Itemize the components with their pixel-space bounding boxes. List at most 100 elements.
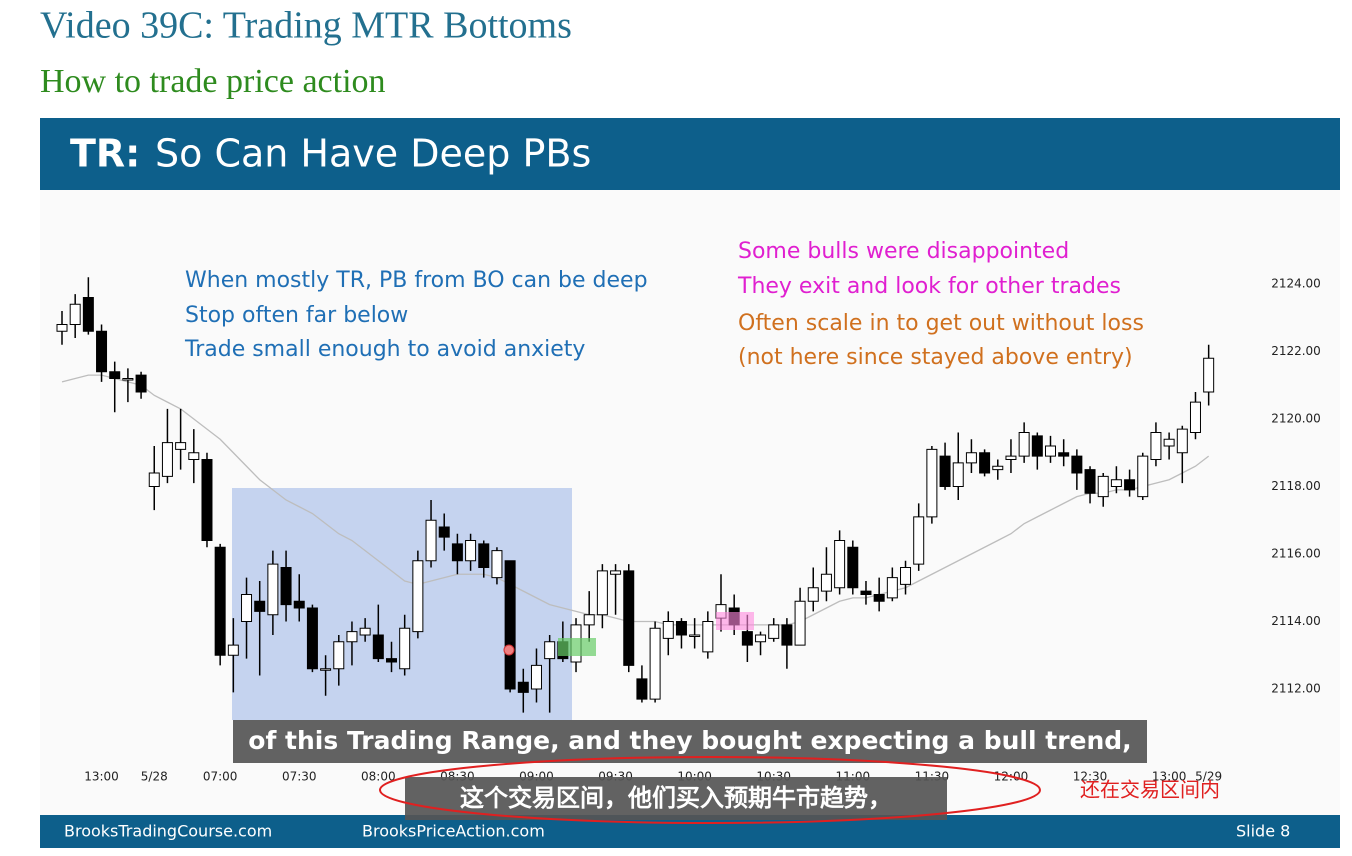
candle-body (412, 560, 424, 633)
candle-body (399, 627, 411, 670)
video-title: Video 39C: Trading MTR Bottoms (40, 5, 572, 47)
candle-body (1176, 428, 1188, 454)
candle-body (346, 631, 358, 643)
y-tick-label: 2120.00 (1271, 412, 1321, 426)
candle-body (649, 627, 661, 700)
x-tick-label: 12:30 (1073, 770, 1108, 784)
candle-body (504, 560, 516, 690)
candle-body (834, 540, 846, 589)
candle-body (1058, 452, 1070, 457)
caption-english: of this Trading Range, and they bought e… (248, 726, 1131, 755)
candle-body (1110, 479, 1122, 487)
candle-body (451, 543, 463, 562)
candle-body (438, 526, 450, 538)
candle-body (1137, 455, 1149, 498)
annotation: (not here since stayed above entry) (738, 345, 1133, 370)
video-subtitle: How to trade price action (40, 63, 386, 100)
candle-body (1084, 469, 1096, 494)
candle-body (1163, 438, 1175, 447)
candle-body (306, 607, 318, 670)
annotation: Some bulls were disappointed (738, 239, 1069, 264)
candle-body (161, 442, 173, 477)
candle-body (1005, 455, 1017, 460)
y-tick-label: 2116.00 (1271, 547, 1321, 561)
y-tick-label: 2122.00 (1271, 344, 1321, 358)
footer-left: BrooksTradingCourse.com (64, 822, 272, 841)
candle-body (610, 570, 622, 575)
annotation: Stop often far below (185, 303, 408, 328)
candle-body (926, 448, 938, 518)
candle-body (359, 627, 371, 636)
x-tick-label: 5/29 (1195, 770, 1222, 784)
candle-body (517, 681, 529, 693)
x-tick-label: 13:00 (84, 770, 119, 784)
candle-body (1018, 432, 1030, 457)
y-tick-label: 2124.00 (1271, 277, 1321, 291)
candle-body (583, 614, 595, 626)
caption-box (233, 720, 1147, 763)
footer-center: BrooksPriceAction.com (362, 822, 545, 841)
caption-box-cn (405, 777, 947, 820)
candle-body (1124, 479, 1136, 491)
candle-body (847, 546, 859, 589)
candle-body (96, 330, 108, 373)
candle-body (886, 577, 898, 599)
candle-body (741, 631, 753, 646)
candle-body (1031, 435, 1043, 457)
candle-body (913, 516, 925, 565)
candle-body (280, 567, 292, 606)
slide-heading: So Can Have Deep PBs (155, 132, 591, 176)
candle-body (425, 519, 437, 562)
candle-body (662, 621, 674, 639)
candle-body (596, 570, 608, 616)
candle-body (135, 374, 147, 393)
candle-body (491, 550, 503, 579)
annotation: Trade small enough to avoid anxiety (184, 337, 585, 362)
moving-average (61, 374, 1210, 626)
candle-body (900, 567, 912, 585)
candle-body (860, 590, 872, 595)
candle-body (333, 641, 345, 670)
candle-body (69, 303, 81, 325)
candle-body (478, 543, 490, 568)
entry-highlight (558, 638, 596, 656)
candle-body (636, 678, 648, 700)
candle-body (965, 452, 977, 464)
candle-body (201, 459, 213, 541)
candle-body (293, 600, 305, 609)
candle-body (1189, 401, 1201, 433)
x-tick-label: 08:00 (361, 770, 396, 784)
candle-body (820, 573, 832, 592)
candle-body (1203, 357, 1215, 393)
candle-body (1045, 445, 1056, 457)
candle-body (320, 668, 332, 671)
candle-body (702, 621, 714, 653)
marker-dot (503, 644, 515, 656)
candle-body (148, 472, 160, 487)
candle-body (781, 624, 793, 646)
y-tick-label: 2114.00 (1271, 614, 1321, 628)
candle-body (979, 452, 991, 474)
candle-body (241, 594, 253, 622)
candle-body (56, 324, 68, 332)
candle-body (755, 634, 767, 643)
candle-body (82, 297, 94, 332)
x-tick-label: 13:00 (1152, 770, 1187, 784)
candle-body (768, 624, 780, 639)
candle-body (873, 594, 885, 602)
candle-body (122, 378, 134, 381)
slide-number: Slide 8 (1236, 822, 1290, 841)
x-tick-label: 07:30 (282, 770, 317, 784)
candle-body (109, 371, 121, 379)
candle-body (188, 452, 200, 460)
annotation: Often scale in to get out without loss (738, 311, 1144, 336)
candle-body (227, 644, 239, 656)
slide-heading-bold: TR: (70, 132, 140, 176)
red-note: 还在交易区间内 (1080, 778, 1220, 802)
candle-body (1097, 475, 1109, 498)
candle-body (544, 641, 556, 660)
candle-body (1150, 432, 1162, 460)
candle-body (675, 621, 687, 636)
